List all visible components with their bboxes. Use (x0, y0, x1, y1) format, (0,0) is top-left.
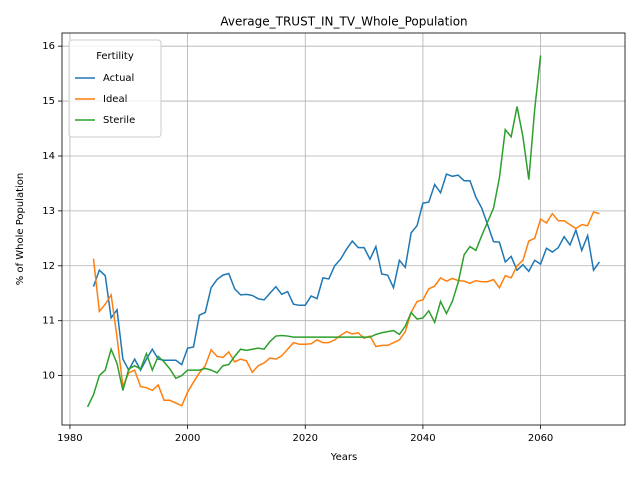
legend-label: Actual (103, 73, 134, 84)
legend-box (68, 39, 162, 138)
y-tick-label: 10 (42, 371, 55, 382)
series-line (92, 173, 601, 372)
legend-label: Sterile (103, 115, 135, 126)
y-tick-label: 16 (42, 41, 55, 52)
y-tick-label: 15 (42, 96, 55, 107)
plot-frame (61, 32, 626, 426)
x-axis-label: Years (330, 452, 357, 463)
chart-title: Average_TRUST_IN_TV_Whole_Population (220, 15, 467, 29)
plot-lines (86, 55, 601, 408)
x-tick-label: 2000 (175, 433, 200, 444)
x-tick-label: 1980 (57, 433, 82, 444)
x-tick-label: 2060 (528, 433, 553, 444)
y-tick-label: 12 (42, 261, 55, 272)
series-line (92, 211, 600, 407)
legend-label: Ideal (103, 94, 127, 105)
x-tick-label: 2020 (293, 433, 318, 444)
series-line (86, 55, 542, 408)
x-tick-label: 2040 (410, 433, 435, 444)
y-tick-label: 11 (42, 316, 55, 327)
y-axis-label: % of Whole Population (15, 173, 26, 286)
y-tick-label: 13 (42, 206, 55, 217)
legend-title: Fertility (96, 51, 134, 62)
legend: Fertility Actual Ideal Sterile (68, 39, 162, 138)
y-tick-label: 14 (42, 151, 55, 162)
